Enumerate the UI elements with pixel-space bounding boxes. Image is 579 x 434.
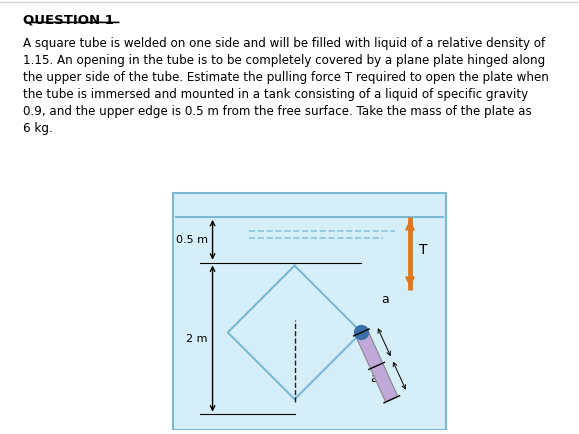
Text: a: a xyxy=(371,372,378,385)
Text: QUESTION 1: QUESTION 1 xyxy=(23,13,114,26)
Text: 2 m: 2 m xyxy=(186,333,208,344)
Polygon shape xyxy=(356,330,398,402)
Text: A square tube is welded on one side and will be filled with liquid of a relative: A square tube is welded on one side and … xyxy=(23,37,549,135)
Text: 0.5 m: 0.5 m xyxy=(176,235,208,245)
Text: a: a xyxy=(381,293,389,306)
Text: T: T xyxy=(419,243,428,257)
